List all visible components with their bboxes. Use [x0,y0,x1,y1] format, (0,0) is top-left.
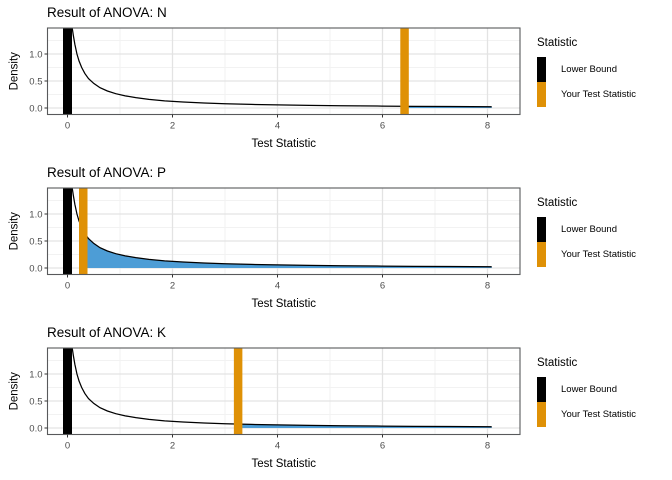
legend-label-lower-bound: Lower Bound [561,224,617,235]
legend-key-your-test-statistic [537,82,546,107]
legend-key-lower-bound [537,217,546,242]
plot-title-n: Result of ANOVA: N [47,5,167,20]
x-tick-label: 6 [380,281,385,292]
y-axis-title: Density [9,52,21,91]
x-tick-label: 2 [170,121,175,132]
plot-title-k: Result of ANOVA: K [47,325,167,340]
x-tick-label: 6 [380,441,385,452]
legend-item-your-test-statistic: Your Test Statistic [537,402,669,427]
plot-svg-p: 0 2 4 6 8 0.0 0.5 1.0 Test Statistic Density [9,187,521,310]
y-tick-label: 0.0 [29,104,42,115]
legend-label-lower-bound: Lower Bound [561,64,617,75]
y-tick-label: 1.0 [29,210,42,221]
test-statistic-bar [79,188,88,275]
x-tick-label: 8 [485,441,490,452]
y-tick-label: 0.5 [29,237,42,248]
x-tick-label: 2 [170,441,175,452]
legend-title: Statistic [537,357,578,369]
x-tick-label: 4 [275,121,280,132]
plot-svg-n: 0 2 4 6 8 0.0 0.5 1.0 Test Statistic Density [9,27,521,150]
legend-item-your-test-statistic: Your Test Statistic [537,242,669,267]
x-tick-label: 0 [65,281,70,292]
plot-svg-k: 0 2 4 6 8 0.0 0.5 1.0 Test Statistic Density [9,347,521,470]
density-curve [71,188,492,268]
panel-anova-k: 0 2 4 6 8 0.0 0.5 1.0 Test Statistic Density Resu… [0,320,672,480]
y-tick-label: 1.0 [29,50,42,61]
test-statistic-bar [400,28,409,115]
panel-border [46,347,521,436]
legend-key-your-test-statistic [537,242,546,267]
legend: Statistic Lower Bound Your Test Statisti… [537,356,669,427]
y-tick-label: 1.0 [29,370,42,381]
legend: Statistic Lower Bound Your Test Statisti… [537,196,669,267]
x-tick-label: 0 [65,121,70,132]
legend-key-lower-bound [537,57,546,82]
lower-bound-bar [63,188,72,275]
plot-title-p: Result of ANOVA: P [47,165,167,180]
legend-item-lower-bound: Lower Bound [537,217,669,242]
y-tick-label: 0.5 [29,397,42,408]
legend: Statistic Lower Bound Your Test Statisti… [537,36,669,107]
lower-bound-bar [63,28,72,115]
plot-clip-group [63,348,492,435]
x-axis-title: Test Statistic [251,138,316,150]
panel-anova-n: 0 2 4 6 8 0.0 0.5 1.0 Test Statistic Density Resu… [0,0,672,160]
x-tick-label: 4 [275,281,280,292]
legend-item-your-test-statistic: Your Test Statistic [537,82,669,107]
legend-key-your-test-statistic [537,402,546,427]
x-tick-label: 8 [485,281,490,292]
panel-background [47,348,520,435]
y-tick-label: 0.5 [29,77,42,88]
y-axis-title: Density [9,212,21,251]
density-curve [71,28,492,108]
x-tick-label: 6 [380,121,385,132]
shaded-p-value-area [83,230,492,268]
y-tick-label: 0.0 [29,424,42,435]
legend-item-lower-bound: Lower Bound [537,57,669,82]
panel-border [46,27,521,116]
legend-label-your-test-statistic: Your Test Statistic [561,409,636,420]
legend-key-lower-bound [537,377,546,402]
legend-title: Statistic [537,197,578,209]
density-curve [71,348,492,428]
legend-label-your-test-statistic: Your Test Statistic [561,249,636,260]
panel-border [46,187,521,276]
x-tick-label: 0 [65,441,70,452]
plot-clip-group [63,28,492,115]
plot-clip-group [63,188,492,275]
legend-label-your-test-statistic: Your Test Statistic [561,89,636,100]
test-statistic-bar [233,348,243,435]
y-tick-label: 0.0 [29,264,42,275]
x-tick-label: 8 [485,121,490,132]
legend-label-lower-bound: Lower Bound [561,384,617,395]
legend-item-lower-bound: Lower Bound [537,377,669,402]
lower-bound-bar [63,348,72,435]
legend-title: Statistic [537,37,578,49]
y-axis-title: Density [9,372,21,411]
panel-anova-p: 0 2 4 6 8 0.0 0.5 1.0 Test Statistic Density Resu… [0,160,672,320]
x-axis-title: Test Statistic [251,458,316,470]
x-tick-label: 4 [275,441,280,452]
x-tick-label: 2 [170,281,175,292]
panel-background [47,28,520,115]
x-axis-title: Test Statistic [251,298,316,310]
